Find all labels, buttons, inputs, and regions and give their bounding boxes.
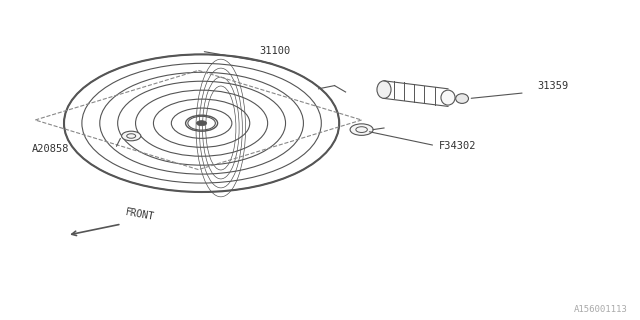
Text: A20858: A20858 xyxy=(32,144,70,154)
Text: F34302: F34302 xyxy=(438,140,476,151)
Circle shape xyxy=(350,124,373,135)
Text: 31359: 31359 xyxy=(538,81,569,92)
Text: 31100: 31100 xyxy=(260,46,291,56)
Circle shape xyxy=(122,131,141,141)
Ellipse shape xyxy=(456,94,468,103)
Circle shape xyxy=(196,121,207,126)
Ellipse shape xyxy=(441,90,455,105)
Ellipse shape xyxy=(377,81,391,99)
Text: A156001113: A156001113 xyxy=(573,305,627,314)
Text: FRONT: FRONT xyxy=(125,207,156,222)
